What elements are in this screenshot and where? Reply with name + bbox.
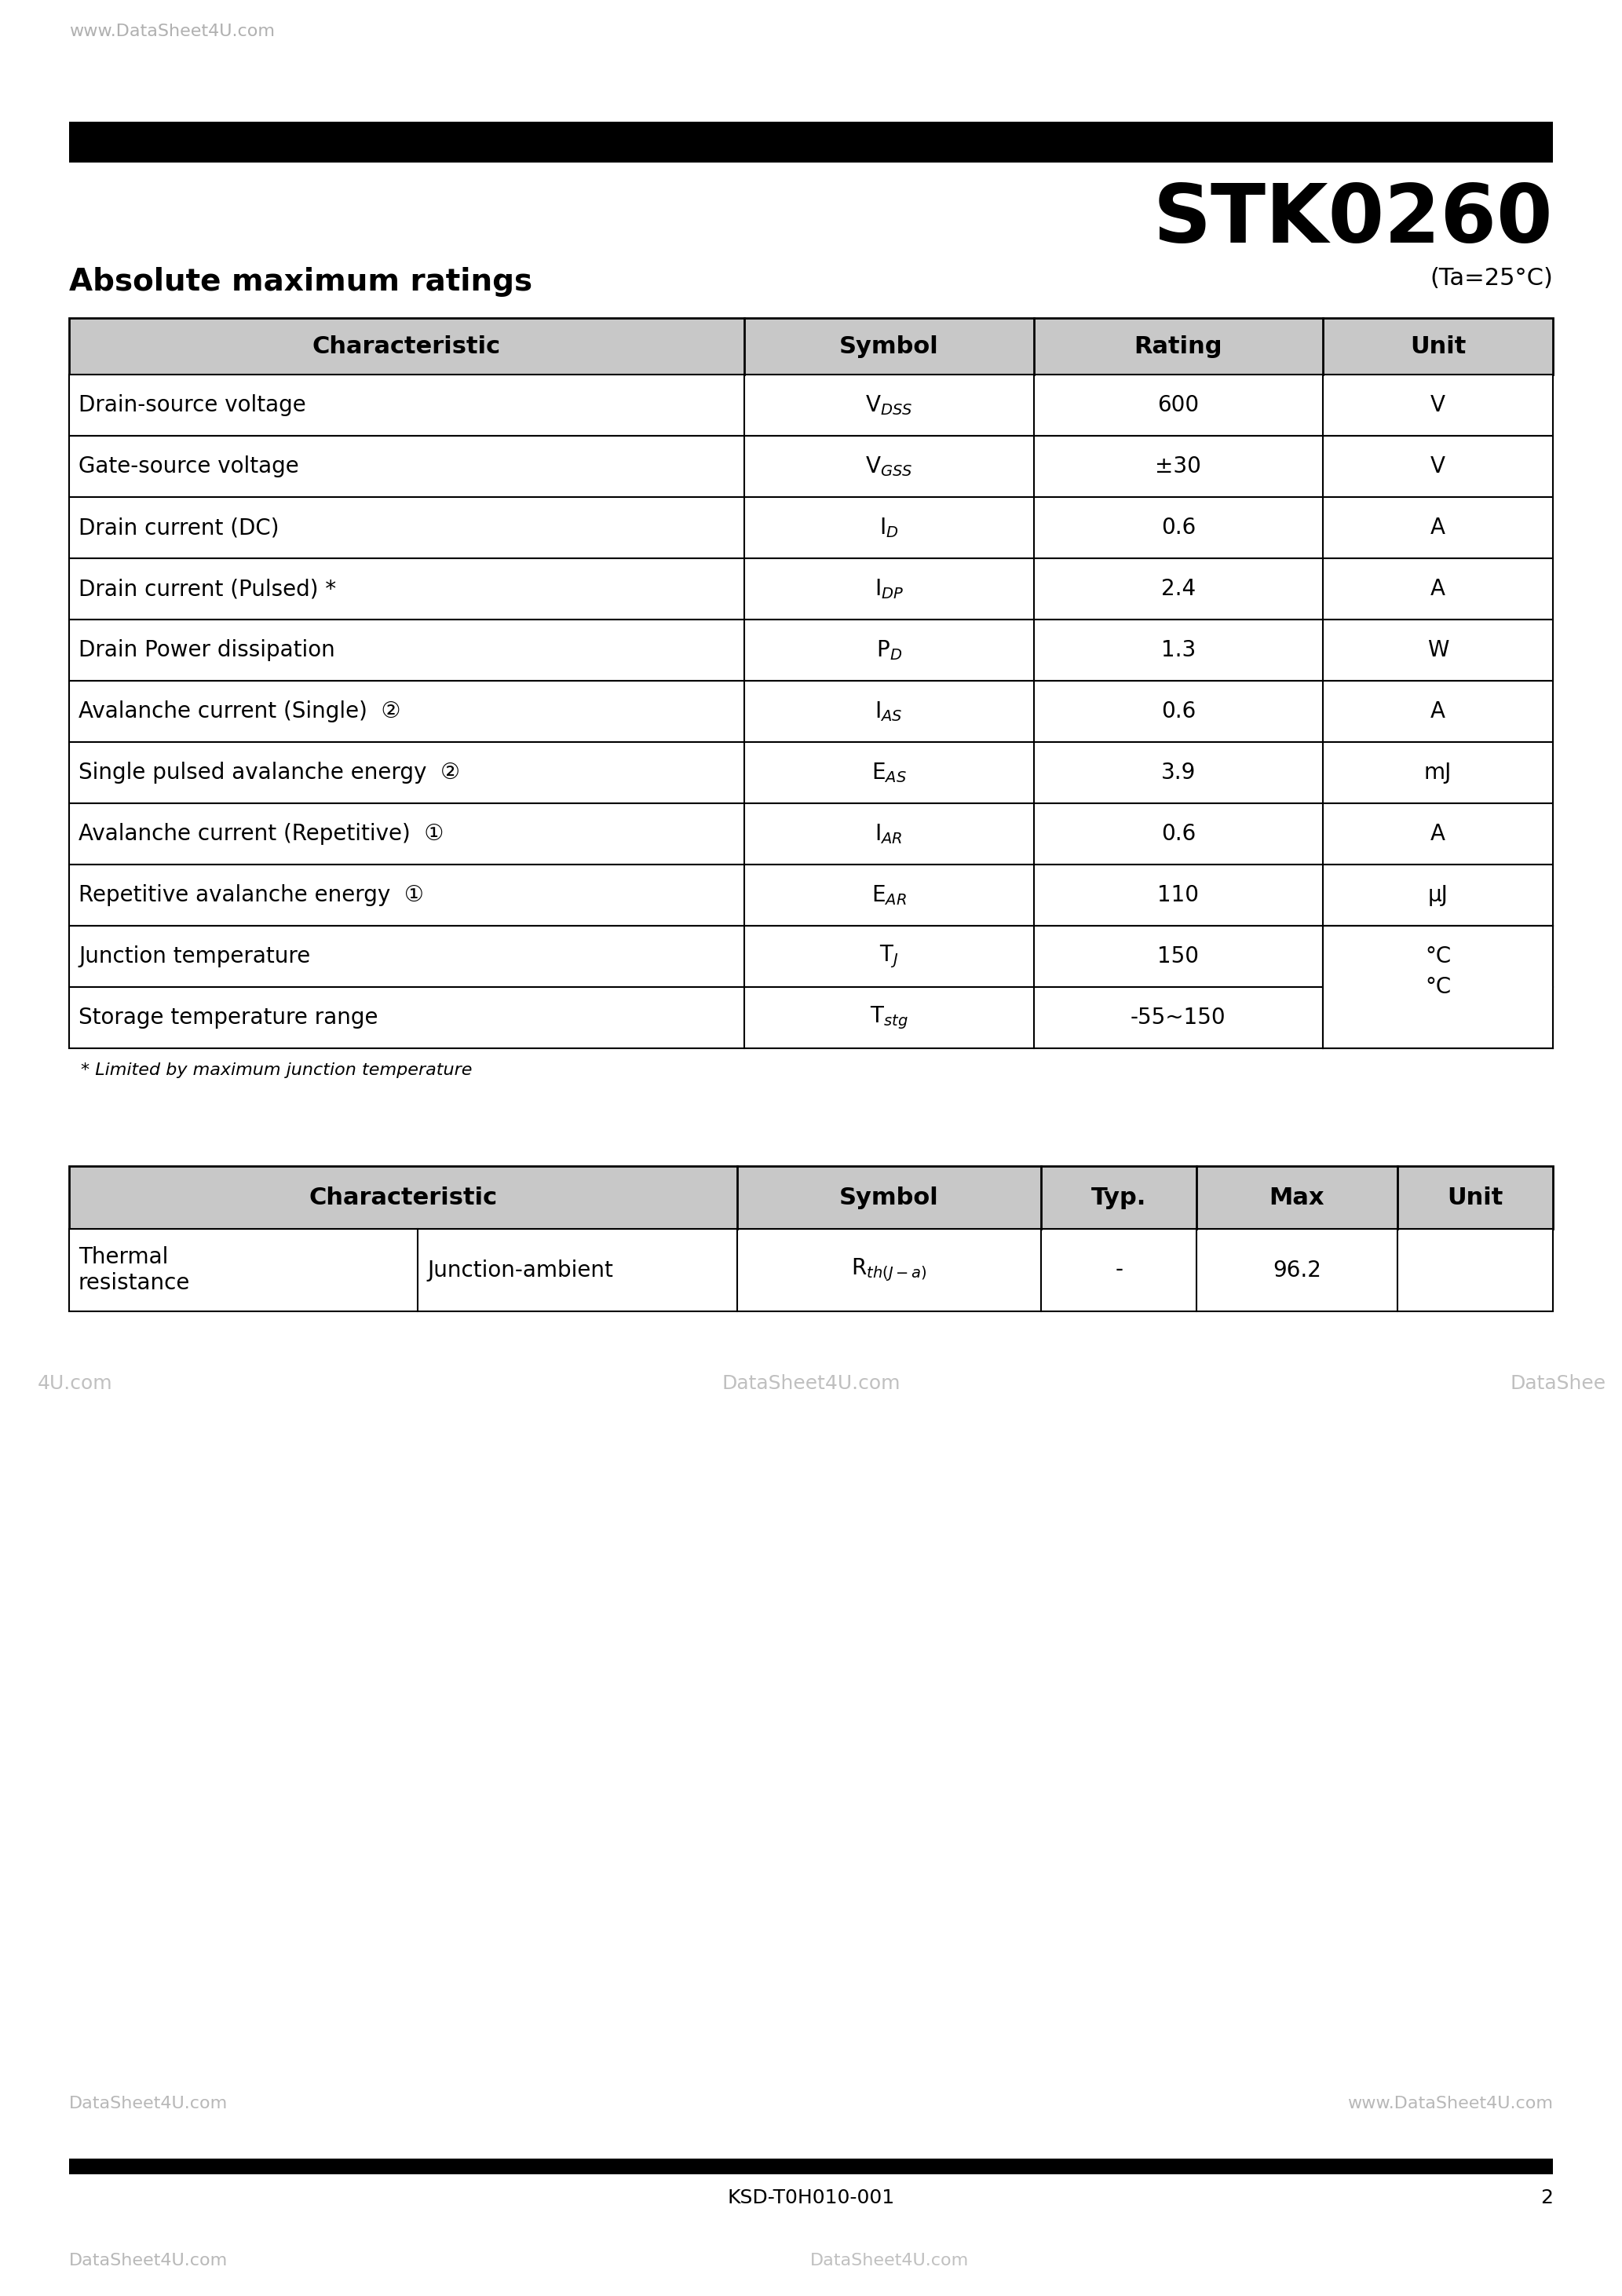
Bar [70, 496, 1552, 558]
Text: Drain-source voltage: Drain-source voltage [78, 395, 307, 416]
Bar [70, 122, 1552, 163]
Bar [70, 987, 1552, 1049]
Text: 110: 110 [1158, 884, 1199, 907]
Text: 1.3: 1.3 [1161, 638, 1195, 661]
Text: °C: °C [1424, 976, 1452, 999]
Text: °C: °C [1424, 946, 1452, 967]
Text: Typ.: Typ. [1092, 1187, 1147, 1210]
Text: Unit: Unit [1410, 335, 1466, 358]
Text: Junction-ambient: Junction-ambient [427, 1258, 613, 1281]
Bar [70, 925, 1552, 987]
Text: A: A [1431, 517, 1445, 540]
Text: Unit: Unit [1447, 1187, 1504, 1210]
Text: DataSheet4U.com: DataSheet4U.com [70, 2252, 227, 2268]
Text: 96.2: 96.2 [1273, 1258, 1322, 1281]
Text: Drain Power dissipation: Drain Power dissipation [78, 638, 336, 661]
Text: E$_{AS}$: E$_{AS}$ [871, 760, 907, 785]
Text: DataSheet4U.com: DataSheet4U.com [809, 2252, 968, 2268]
Bar [70, 682, 1552, 742]
Text: www.DataSheet4U.com: www.DataSheet4U.com [70, 23, 274, 39]
Text: Storage temperature range: Storage temperature range [78, 1006, 378, 1029]
Text: DataSheet4U.com: DataSheet4U.com [70, 2096, 227, 2112]
Text: mJ: mJ [1424, 762, 1452, 783]
Text: T$_{J}$: T$_{J}$ [879, 944, 899, 969]
Text: Avalanche current (Repetitive)  ①: Avalanche current (Repetitive) ① [78, 822, 444, 845]
Text: 0.6: 0.6 [1161, 517, 1195, 540]
Text: Drain current (Pulsed) *: Drain current (Pulsed) * [78, 579, 336, 599]
Text: Max: Max [1270, 1187, 1325, 1210]
Text: Characteristic: Characteristic [313, 335, 501, 358]
Bar [70, 319, 1552, 374]
Text: ±30: ±30 [1155, 455, 1202, 478]
Text: E$_{AR}$: E$_{AR}$ [871, 884, 907, 907]
Text: KSD-T0H010-001: KSD-T0H010-001 [727, 2188, 895, 2206]
Text: * Limited by maximum junction temperature: * Limited by maximum junction temperatur… [81, 1063, 472, 1079]
Text: -: - [1114, 1258, 1122, 1281]
Text: Absolute maximum ratings: Absolute maximum ratings [70, 266, 532, 296]
Text: V: V [1431, 455, 1445, 478]
Bar [70, 866, 1552, 925]
Bar [70, 558, 1552, 620]
Text: A: A [1431, 822, 1445, 845]
Bar [70, 620, 1552, 682]
Text: I$_{D}$: I$_{D}$ [879, 517, 899, 540]
Bar [70, 804, 1552, 866]
Text: DataSheet4U.com: DataSheet4U.com [722, 1373, 900, 1394]
Text: -55~150: -55~150 [1131, 1006, 1226, 1029]
Text: 600: 600 [1158, 395, 1199, 416]
Text: Drain current (DC): Drain current (DC) [78, 517, 279, 540]
Text: I$_{DP}$: I$_{DP}$ [874, 576, 903, 602]
Text: V$_{DSS}$: V$_{DSS}$ [865, 393, 913, 418]
Text: 3.9: 3.9 [1161, 762, 1195, 783]
Text: 2: 2 [1541, 2188, 1552, 2206]
Bar [70, 742, 1552, 804]
Bar [70, 374, 1552, 436]
Text: A: A [1431, 579, 1445, 599]
Text: STK0260: STK0260 [1153, 181, 1552, 259]
Text: W: W [1427, 638, 1448, 661]
Bar [70, 436, 1552, 496]
Text: Symbol: Symbol [839, 335, 939, 358]
Text: T$_{stg}$: T$_{stg}$ [869, 1003, 908, 1031]
Bar [1325, 987, 1552, 990]
Text: Symbol: Symbol [839, 1187, 939, 1210]
Text: R$_{th(J-a)}$: R$_{th(J-a)}$ [852, 1256, 926, 1283]
Text: (Ta=25°C): (Ta=25°C) [1429, 266, 1552, 289]
Text: V: V [1431, 395, 1445, 416]
Text: I$_{AR}$: I$_{AR}$ [874, 822, 903, 845]
Text: Avalanche current (Single)  ②: Avalanche current (Single) ② [78, 700, 401, 723]
Bar [70, 1228, 1552, 1311]
Bar [70, 2158, 1552, 2174]
Text: A: A [1431, 700, 1445, 723]
Text: I$_{AS}$: I$_{AS}$ [874, 700, 903, 723]
Text: Junction temperature: Junction temperature [78, 946, 310, 967]
Text: www.DataSheet4U.com: www.DataSheet4U.com [1348, 2096, 1552, 2112]
Text: DataShee: DataShee [1510, 1373, 1606, 1394]
Text: 2.4: 2.4 [1161, 579, 1195, 599]
Bar [70, 1166, 1552, 1228]
Text: Single pulsed avalanche energy  ②: Single pulsed avalanche energy ② [78, 762, 461, 783]
Text: Gate-source voltage: Gate-source voltage [78, 455, 298, 478]
Text: Repetitive avalanche energy  ①: Repetitive avalanche energy ① [78, 884, 423, 907]
Text: P$_{D}$: P$_{D}$ [876, 638, 902, 661]
Text: μJ: μJ [1427, 884, 1448, 907]
Bar [1324, 928, 1552, 1047]
Text: 0.6: 0.6 [1161, 700, 1195, 723]
Text: 0.6: 0.6 [1161, 822, 1195, 845]
Text: Characteristic: Characteristic [308, 1187, 498, 1210]
Text: V$_{GSS}$: V$_{GSS}$ [865, 455, 913, 478]
Text: Thermal
resistance: Thermal resistance [78, 1247, 190, 1295]
Text: 150: 150 [1158, 946, 1199, 967]
Text: 4U.com: 4U.com [37, 1373, 114, 1394]
Text: Rating: Rating [1134, 335, 1223, 358]
